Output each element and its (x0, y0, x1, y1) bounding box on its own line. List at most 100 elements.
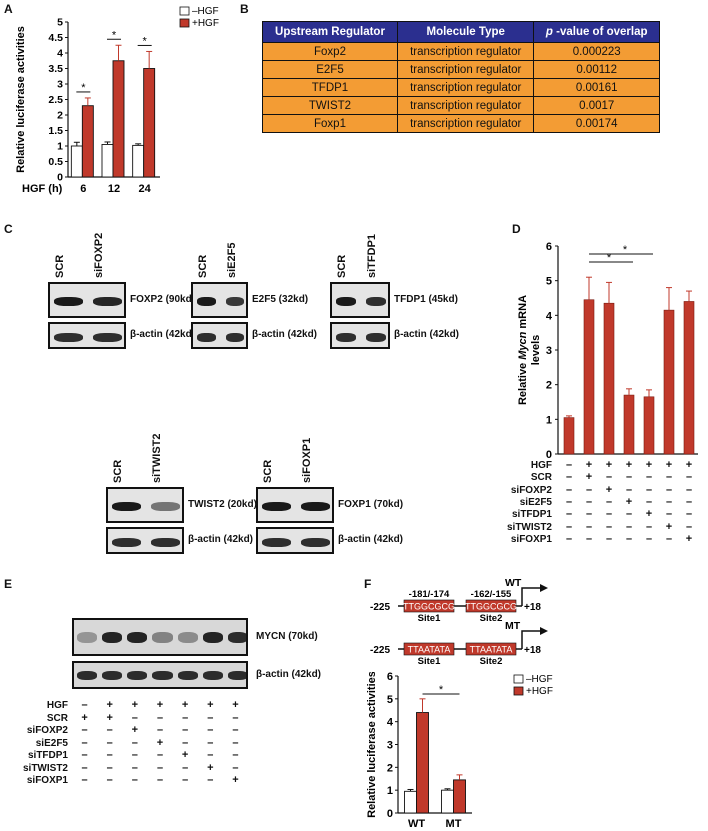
wt-site-pos: -162/-155 (471, 589, 512, 600)
d-condition-mark: – (565, 508, 573, 521)
a-legend-swatch (179, 6, 190, 16)
c-band (301, 502, 330, 511)
e-band (227, 671, 246, 680)
d-condition-mark: – (665, 471, 673, 484)
e-condition-mark: – (156, 774, 164, 786)
e-band (177, 671, 198, 680)
blot-e-control (72, 661, 248, 689)
mt-site-box (465, 642, 517, 656)
d-condition-mark: – (685, 508, 693, 521)
c-band (112, 537, 141, 547)
d-condition-mark: + (605, 483, 613, 496)
d-condition-label: SCR (530, 472, 552, 484)
header-p-italic: p (545, 26, 553, 38)
e-condition-label: siTFDP1 (27, 750, 68, 761)
molecule-type-cell: transcription regulator (396, 78, 535, 97)
f-legend-label: –HGF (526, 674, 553, 685)
regulator-cell: TFDP1 (262, 78, 398, 97)
e-condition-mark: – (182, 724, 189, 736)
d-condition-mark: – (585, 483, 593, 496)
e-condition-mark: + (232, 699, 239, 711)
f-x-tick-label: WT (408, 818, 425, 830)
e-condition-mark: – (207, 711, 214, 724)
e-condition-mark: – (106, 736, 113, 749)
e-condition-mark: – (232, 724, 239, 736)
f-y-axis-label: Relative luciferase activities (366, 672, 378, 818)
a-y-tick-label: 0 (57, 172, 63, 184)
c-target-label: TWIST2 (20kd) (188, 499, 257, 510)
a-x-tick-label: 6 (80, 183, 86, 195)
d-y-tick-label: 3 (546, 345, 552, 357)
d-condition-mark: – (665, 483, 673, 496)
e-condition-mark: – (81, 724, 88, 736)
d-condition-label: HGF (530, 460, 552, 471)
c-lane-label: siFOXP1 (301, 437, 313, 483)
d-y-tick-label: 6 (546, 241, 552, 253)
d-condition-mark: – (625, 532, 633, 545)
d-y-tick-label: 2 (546, 380, 552, 392)
a-y-tick-label: 0.5 (48, 156, 63, 168)
d-condition-mark: – (565, 495, 573, 508)
c-band (93, 297, 122, 306)
regulator-table: Upstream Regulator Molecule Type p -valu… (262, 21, 660, 133)
d-condition-mark: – (585, 495, 593, 508)
panel-letter-b: B (240, 2, 249, 16)
d-y-tick-label: 0 (546, 449, 552, 461)
wt-site-name: Site1 (418, 613, 441, 624)
e-condition-mark: – (232, 736, 239, 749)
d-condition-mark: + (645, 459, 653, 471)
blot-e-target-label: MYCN (70kd) (256, 631, 318, 642)
a-y-tick-label: 4 (57, 48, 63, 60)
blot-e-target (72, 618, 248, 656)
d-condition-mark: + (585, 471, 593, 484)
e-condition-mark: + (156, 736, 164, 749)
regulator-cell: E2F5 (262, 60, 398, 79)
c-band (54, 332, 83, 342)
d-condition-label: siFOXP1 (510, 533, 552, 545)
mt-tss-arrow (521, 630, 542, 649)
a-significance-star: * (143, 35, 148, 47)
a-x-tick-label: 24 (139, 183, 152, 195)
e-condition-mark: – (156, 711, 164, 724)
f-significance-star: * (439, 684, 444, 696)
c-target-label: FOXP2 (90kd) (130, 294, 196, 305)
c-band (112, 502, 141, 511)
mt-arrowhead (540, 627, 548, 635)
e-condition-mark: – (207, 736, 214, 749)
d-condition-label: siE2F5 (519, 496, 552, 508)
c-band (225, 332, 244, 342)
e-band (77, 671, 98, 680)
c-band (151, 537, 180, 547)
p-value-cell: 0.00161 (533, 78, 660, 97)
e-band (127, 632, 148, 643)
c-blot-control (256, 527, 334, 554)
e-condition-mark: – (156, 761, 164, 774)
e-condition-label: siFOXP2 (26, 725, 68, 736)
e-band (177, 632, 198, 643)
a-bar-minus-hgf (101, 143, 114, 178)
d-condition-mark: – (565, 459, 573, 471)
c-band (336, 297, 356, 306)
p-value-cell: 0.000223 (533, 42, 660, 61)
regulator-cell: Foxp2 (262, 42, 398, 61)
d-y-tick-label: 1 (546, 414, 552, 426)
e-condition-mark: – (81, 749, 88, 761)
f-x-tick-label: MT (446, 818, 462, 830)
table-row: Foxp2 transcription regulator 0.000223 (262, 42, 660, 61)
f-y-tick-label: 5 (387, 694, 393, 706)
c-control-label: β-actin (42kd) (252, 329, 318, 340)
c-band (151, 502, 180, 511)
f-bar-minus-hgf (404, 790, 417, 814)
e-condition-mark: – (182, 711, 189, 724)
e-band (152, 632, 173, 643)
a-bar-minus-hgf (132, 144, 145, 178)
c-blot-target (256, 487, 334, 523)
d-condition-mark: – (645, 483, 653, 496)
wt-end: +18 (524, 602, 541, 613)
a-bar-minus-hgf (70, 145, 83, 178)
d-condition-mark: – (565, 471, 573, 484)
e-condition-label: siTWIST2 (22, 762, 68, 774)
wt-site-pos: -181/-174 (409, 589, 450, 600)
c-blot-control (330, 322, 390, 349)
e-condition-mark: + (156, 699, 164, 711)
